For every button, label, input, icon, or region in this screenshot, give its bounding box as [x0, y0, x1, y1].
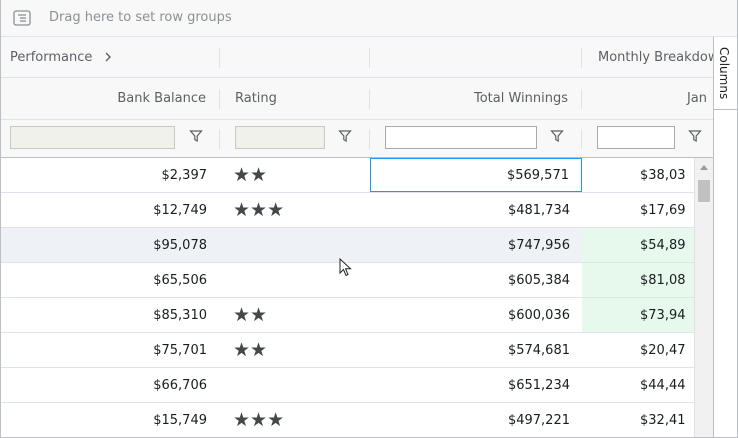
column-resize-handle[interactable] [581, 89, 582, 109]
column-header-bank-balance[interactable]: Bank Balance [1, 78, 206, 119]
total-winnings-cell[interactable]: $481,734 [507, 202, 570, 218]
table-row[interactable]: $95,078 $747,956 $54,89 [1, 228, 694, 263]
group-header-performance[interactable]: Performance [10, 37, 210, 77]
header-separator [369, 129, 370, 149]
table-row[interactable]: $75,701 ★★ $574,681 $20,47 [1, 333, 694, 368]
header-separator [581, 48, 582, 68]
column-header-rating-label: Rating [235, 91, 277, 106]
table-row[interactable]: $2,397 ★★ $569,571 $38,03 [1, 158, 694, 193]
column-header-jan-label: Jan [686, 91, 707, 106]
vertical-scrollbar[interactable] [694, 158, 713, 437]
header-group-row: Performance Monthly Breakdown [1, 37, 713, 78]
rating-cell[interactable]: ★★ [233, 339, 268, 361]
column-header-rating[interactable]: Rating [235, 78, 355, 119]
bank-balance-cell[interactable]: $2,397 [161, 167, 208, 183]
bank-balance-filter-input [10, 126, 175, 149]
table-row[interactable]: $85,310 ★★ $600,036 $73,94 [1, 298, 694, 333]
filter-icon[interactable] [189, 129, 203, 143]
bank-balance-cell[interactable]: $85,310 [153, 307, 207, 323]
header-column-row: Bank Balance Rating Total Winnings Jan [1, 78, 713, 120]
total-winnings-filter-input[interactable] [385, 126, 537, 149]
jan-cell[interactable]: $73,94 [582, 298, 694, 332]
column-header-total-winnings-label: Total Winnings [473, 91, 568, 106]
total-winnings-cell[interactable]: $605,384 [507, 272, 570, 288]
rating-cell[interactable]: ★★★ [233, 409, 285, 431]
columns-tool-panel-tab[interactable]: Columns [714, 37, 737, 110]
bank-balance-cell[interactable]: $12,749 [153, 202, 207, 218]
bank-balance-cell[interactable]: $65,506 [153, 272, 207, 288]
jan-cell[interactable]: $54,89 [582, 228, 694, 262]
rating-cell[interactable] [219, 368, 369, 402]
table-row[interactable]: $12,749 ★★★ $481,734 $17,69 [1, 193, 694, 228]
total-winnings-cell[interactable]: $497,221 [507, 412, 570, 428]
total-winnings-cell[interactable]: $574,681 [507, 342, 570, 358]
jan-filter-input[interactable] [597, 126, 675, 149]
group-header-performance-label: Performance [10, 49, 93, 65]
bank-balance-cell[interactable]: $66,706 [153, 377, 207, 393]
scrollbar-thumb[interactable] [698, 180, 710, 202]
group-header-monthly-breakdown[interactable]: Monthly Breakdown [598, 37, 713, 77]
jan-cell[interactable]: $32,41 [640, 412, 686, 428]
rating-cell[interactable] [219, 228, 369, 262]
column-header-jan[interactable]: Jan [583, 78, 707, 119]
header-separator [219, 48, 220, 68]
header-separator [581, 129, 582, 149]
group-header-monthly-label: Monthly Breakdown [598, 49, 713, 65]
row-group-icon [13, 10, 31, 26]
filter-icon[interactable] [338, 129, 352, 143]
rating-filter-input [235, 126, 325, 149]
mouse-pointer-icon [339, 258, 352, 277]
filter-icon[interactable] [550, 129, 564, 143]
total-winnings-cell[interactable]: $651,234 [507, 377, 570, 393]
filter-icon[interactable] [688, 129, 702, 143]
rating-cell[interactable]: ★★ [233, 304, 268, 326]
header-separator [369, 48, 370, 68]
grid-header: Performance Monthly Breakdown Bank Balan… [1, 37, 713, 158]
total-winnings-cell[interactable]: $747,956 [507, 237, 570, 253]
total-winnings-cell[interactable]: $600,036 [507, 307, 570, 323]
table-row[interactable]: $15,749 ★★★ $497,221 $32,41 [1, 403, 694, 437]
rating-cell[interactable]: ★★★ [233, 199, 285, 221]
header-separator [219, 129, 220, 149]
chevron-right-icon[interactable] [102, 51, 114, 63]
row-group-drop-zone[interactable]: Drag here to set row groups [1, 0, 737, 37]
rating-cell[interactable]: ★★ [233, 164, 268, 186]
total-winnings-cell[interactable]: $569,571 [370, 158, 582, 192]
column-resize-handle[interactable] [219, 89, 220, 109]
row-group-placeholder: Drag here to set row groups [49, 10, 232, 25]
column-header-total-winnings[interactable]: Total Winnings [371, 78, 568, 119]
jan-cell[interactable]: $17,69 [640, 202, 686, 218]
side-bar: Columns [713, 37, 737, 437]
column-header-bank-balance-label: Bank Balance [117, 91, 206, 106]
jan-cell[interactable]: $38,03 [640, 167, 686, 183]
columns-tab-label: Columns [717, 47, 731, 100]
jan-cell[interactable]: $44,44 [640, 377, 686, 393]
bank-balance-cell[interactable]: $15,749 [153, 412, 207, 428]
column-resize-handle[interactable] [369, 89, 370, 109]
bank-balance-cell[interactable]: $95,078 [153, 237, 207, 253]
jan-cell[interactable]: $81,08 [582, 263, 694, 297]
bank-balance-cell[interactable]: $75,701 [153, 342, 207, 358]
table-row[interactable]: $66,706 $651,234 $44,44 [1, 368, 694, 403]
header-filter-row [1, 120, 713, 158]
scroll-up-arrow-icon[interactable] [700, 165, 708, 170]
jan-cell[interactable]: $20,47 [640, 342, 686, 358]
grid-body: $2,397 ★★ $569,571 $38,03 $12,749 ★★★ $4… [1, 158, 694, 437]
